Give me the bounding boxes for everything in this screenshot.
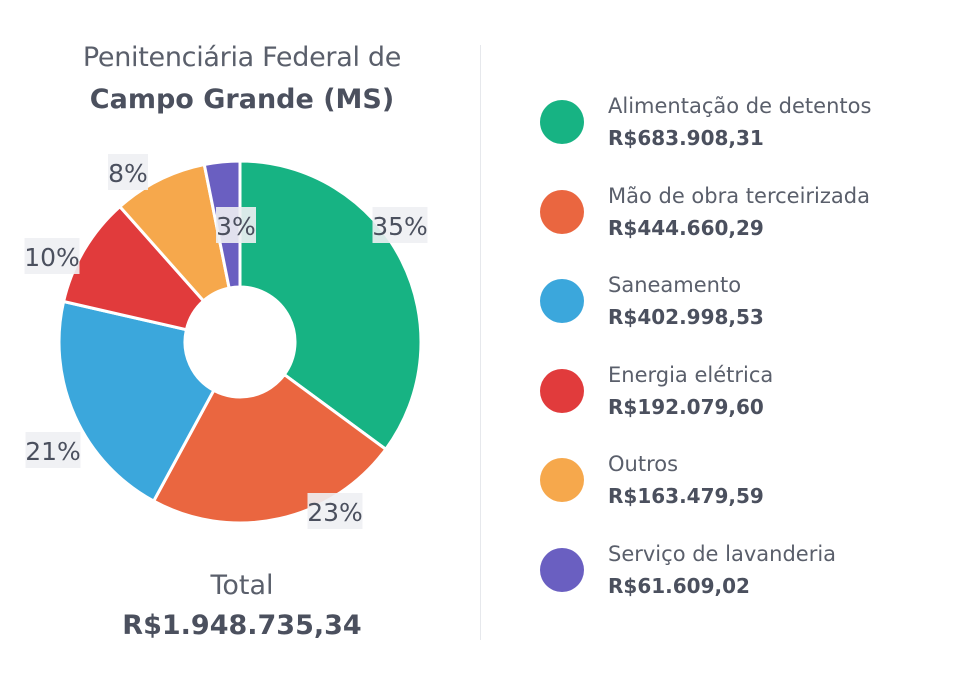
legend-label: Serviço de lavanderia — [608, 541, 837, 566]
legend-label: Saneamento — [608, 273, 742, 297]
total-value: R$1.948.735,34 — [122, 610, 362, 641]
legend-label: Mão de obra terceirizada — [608, 183, 870, 208]
donut-chart: 35% 23% 21% 10% 8% 3% — [24, 154, 428, 529]
legend-swatch — [540, 279, 584, 323]
legend-label: Outros — [608, 452, 679, 476]
percent-label: 35% — [372, 212, 428, 241]
legend-swatch — [540, 100, 584, 144]
percent-label-bg — [24, 238, 80, 274]
percent-label: 10% — [24, 243, 80, 272]
legend-label: Alimentação de detentos — [608, 94, 872, 118]
legend-value: R$402.998,53 — [608, 305, 764, 329]
percent-label-bg — [25, 432, 81, 468]
legend-value: R$192.079,60 — [608, 394, 764, 419]
legend-value: R$163.479,59 — [608, 484, 764, 508]
legend-value: R$61.609,02 — [608, 573, 750, 598]
pie-slice — [57, 299, 216, 504]
percent-label-bg — [372, 207, 428, 243]
percent-label-bg — [307, 493, 363, 529]
legend-swatch — [540, 189, 584, 234]
percent-label: 3% — [216, 212, 256, 241]
percent-label-bg — [216, 207, 256, 243]
legend-value: R$683.908,31 — [608, 126, 764, 150]
legend-label: Energia elétrica — [608, 362, 774, 387]
percent-label: 23% — [307, 498, 363, 527]
divider — [480, 45, 481, 640]
percent-label: 21% — [25, 437, 81, 466]
percent-label: 8% — [108, 159, 148, 188]
legend-swatch — [540, 458, 584, 502]
chart-title-line1: Penitenciária Federal de — [82, 42, 402, 73]
percent-label-bg — [108, 154, 148, 190]
legend-swatch — [540, 547, 584, 592]
legend-swatch — [540, 368, 584, 413]
total-label: Total — [210, 570, 274, 601]
legend-value: R$444.660,29 — [608, 215, 764, 240]
chart-title-line2: Campo Grande (MS) — [89, 84, 395, 115]
